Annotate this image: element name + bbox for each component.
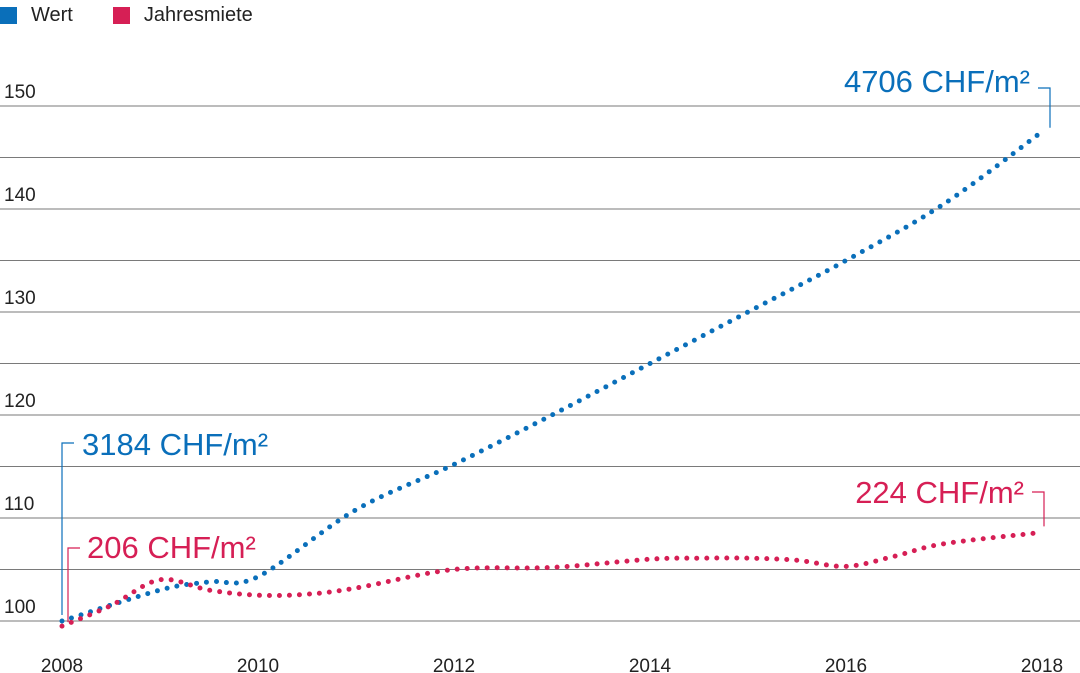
- annotation-leader-wert-start: [61, 442, 74, 615]
- y-axis-ticks: 100 110 120 130 140 150: [4, 82, 36, 618]
- x-tick-label: 2008: [41, 656, 83, 673]
- annotation-leader-jahresmiete-start: [67, 547, 80, 623]
- annotation-leader-jahresmiete-end: [1032, 491, 1045, 527]
- annotation-jahresmiete-end: 224 CHF/m²: [855, 475, 1024, 510]
- x-tick-label: 2014: [629, 656, 672, 673]
- x-axis-ticks: 2008 2010 2012 2014 2016 2018: [41, 656, 1063, 673]
- legend-label-jahresmiete: Jahresmiete: [143, 4, 253, 26]
- y-tick-label: 100: [4, 597, 36, 618]
- x-tick-label: 2010: [237, 656, 279, 673]
- x-tick-label: 2018: [1021, 656, 1063, 673]
- legend: Wert Jahresmiete: [0, 4, 253, 27]
- series-lines: [59, 129, 1045, 629]
- gridlines: [0, 105, 1080, 622]
- legend-item-jahresmiete[interactable]: Jahresmiete: [112, 4, 253, 27]
- y-tick-label: 110: [4, 494, 34, 515]
- series-line-jahresmiete: [59, 529, 1045, 629]
- annotation-leader-wert-end: [1038, 87, 1051, 128]
- legend-label-wert: Wert: [31, 4, 73, 26]
- legend-swatch-jahresmiete: [112, 7, 130, 24]
- annotation-wert-start: 3184 CHF/m²: [82, 427, 268, 462]
- legend-swatch-wert: [0, 7, 17, 24]
- y-tick-label: 130: [4, 288, 36, 309]
- annotation-jahresmiete-start: 206 CHF/m²: [87, 530, 256, 565]
- annotation-wert-end: 4706 CHF/m²: [844, 64, 1030, 99]
- legend-item-wert[interactable]: Wert: [0, 4, 73, 27]
- x-tick-label: 2012: [433, 656, 475, 673]
- series-line-wert: [59, 129, 1045, 624]
- y-tick-label: 140: [4, 185, 36, 206]
- y-tick-label: 120: [4, 391, 36, 412]
- y-tick-label: 150: [4, 82, 36, 103]
- annotations: 3184 CHF/m² 4706 CHF/m² 206 CHF/m² 224 C…: [61, 64, 1051, 623]
- x-tick-label: 2016: [825, 656, 867, 673]
